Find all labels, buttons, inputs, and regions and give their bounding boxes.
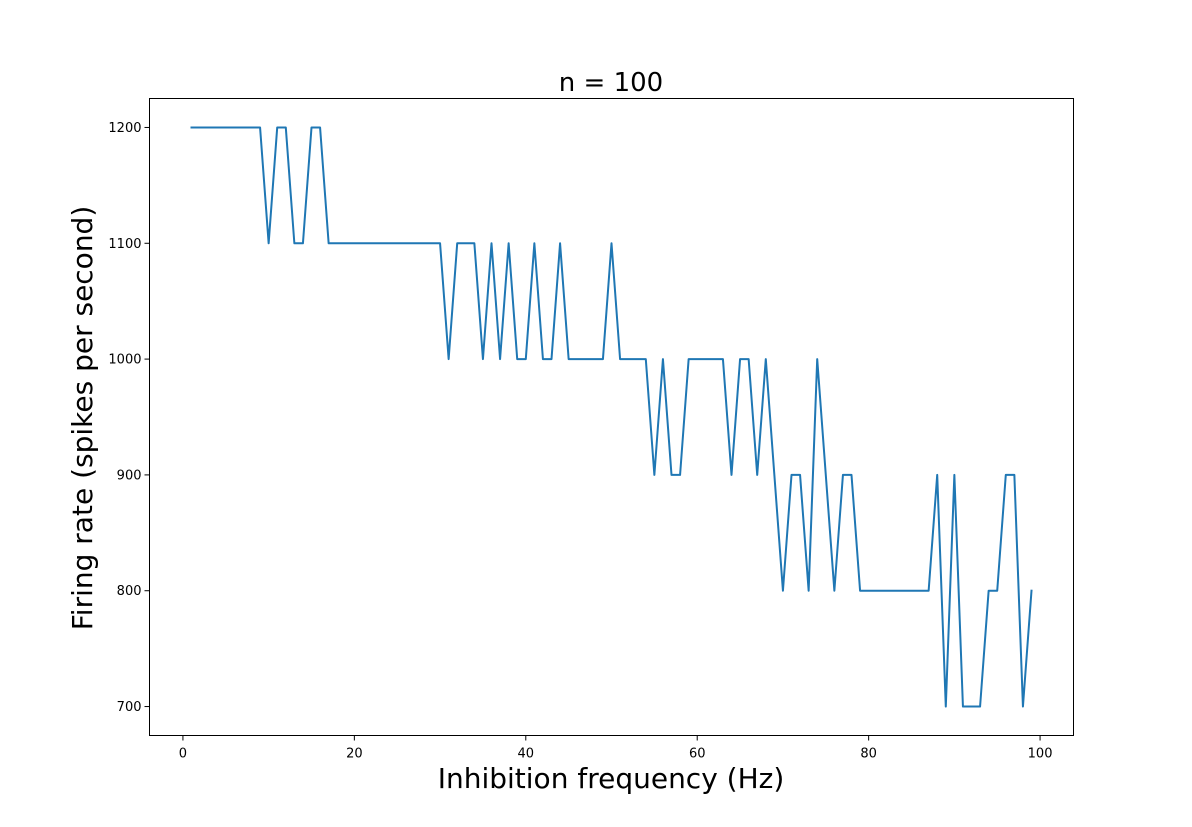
- x-tick-label: 80: [860, 747, 877, 762]
- y-tick-label: 900: [117, 468, 142, 483]
- y-tick-label: 1000: [108, 353, 141, 368]
- y-tick-label: 1100: [108, 237, 141, 252]
- y-tick-label: 700: [117, 700, 142, 715]
- chart-title: n = 100: [559, 68, 663, 98]
- y-tick-label: 1200: [108, 121, 141, 136]
- x-tick-label: 40: [518, 747, 535, 762]
- x-tick-label: 100: [1028, 747, 1053, 762]
- plot-frame: [149, 98, 1074, 736]
- x-tick-label: 20: [346, 747, 363, 762]
- x-tick-label: 0: [179, 747, 187, 762]
- y-axis-label: Firing rate (spikes per second): [66, 206, 99, 631]
- y-tick-label: 800: [117, 584, 142, 599]
- x-tick-label: 60: [689, 747, 706, 762]
- series-line: [190, 126, 1033, 708]
- x-axis-label: Inhibition frequency (Hz): [438, 762, 785, 795]
